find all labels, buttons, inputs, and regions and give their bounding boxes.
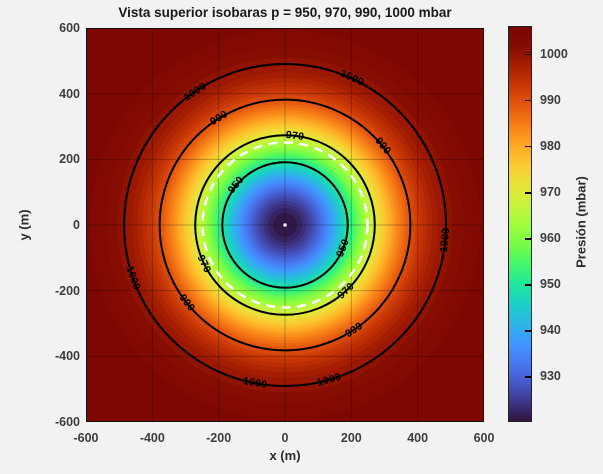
y-tick-label: -600	[54, 415, 80, 429]
colorbar	[508, 26, 532, 422]
dashed-reference-circle	[201, 141, 369, 309]
colorbar-tick-label: 980	[540, 138, 561, 153]
contour-labels-layer: 1000 1000 1000 1000 1000 1000 990 990 990 990 970 9…	[86, 28, 484, 422]
colorbar-label: Presión (mbar)	[573, 176, 589, 268]
contour-circle-970	[194, 134, 376, 316]
y-axis-label: y (m)	[16, 209, 32, 241]
isobar-label-970: 970	[194, 253, 214, 275]
contour-circle-990	[158, 98, 412, 352]
y-tick-label: 400	[59, 86, 80, 101]
isobar-label-950: 950	[334, 237, 353, 259]
x-tick-label: 400	[407, 431, 429, 445]
colorbar-tick-label: 930	[540, 368, 561, 383]
contour-circle-1000	[123, 63, 447, 387]
colorbar-tick-mark	[525, 284, 531, 286]
isobar-label-1000: 1000	[123, 264, 143, 292]
colorbar-tick-mark	[525, 99, 531, 102]
colorbar-gradient	[509, 27, 531, 421]
isobar-label-970: 970	[335, 279, 358, 302]
colorbar-tick-label: 970	[540, 184, 561, 199]
isobar-label-970: 970	[285, 128, 306, 143]
isobar-label-1000: 1000	[181, 79, 209, 104]
colorbar-tick-mark	[525, 330, 531, 332]
x-tick-label: 600	[473, 431, 495, 445]
contour-overlay	[86, 28, 484, 422]
x-tick-label: 200	[340, 431, 362, 445]
colorbar-tick-label: 960	[540, 230, 561, 245]
colorbar-tick-label: 1000	[540, 46, 568, 61]
isobar-label-950: 950	[225, 174, 247, 197]
colorbar-tick-mark	[525, 238, 531, 240]
x-tick-label: 0	[281, 431, 289, 445]
y-tick-label: 600	[59, 21, 80, 35]
colorbar-tick-mark	[525, 53, 531, 56]
colorbar-tick-mark	[525, 192, 531, 194]
colorbar-tick-label: 950	[540, 276, 561, 291]
colorbar-tick-mark	[525, 376, 531, 378]
colorbar-tick-label: 990	[540, 92, 561, 107]
y-tick-label: -200	[54, 283, 80, 298]
isobar-label-1000: 1000	[242, 375, 269, 392]
y-tick-label: -400	[54, 349, 80, 364]
isobar-label-990: 990	[342, 319, 365, 340]
isobar-label-990: 990	[372, 135, 394, 158]
colorbar-tick-label: 940	[540, 322, 561, 337]
plot-title: Vista superior isobaras p = 950, 970, 99…	[118, 5, 452, 20]
isobar-label-1000: 1000	[338, 67, 366, 90]
colorbar-tick-mark	[525, 145, 531, 148]
x-tick-label: -200	[206, 431, 232, 445]
isobar-label-990: 990	[176, 291, 197, 314]
y-tick-label: 0	[73, 218, 80, 232]
contour-circle-950	[221, 161, 349, 289]
y-tick-label: 200	[59, 152, 80, 167]
isobar-label-990: 990	[208, 108, 231, 129]
isobar-label-1000: 1000	[315, 370, 343, 390]
x-tick-label: -600	[73, 431, 99, 445]
plot-area: 1000 1000 1000 1000 1000 1000 990 990 990 990 970 9…	[86, 28, 484, 422]
isobar-label-1000: 1000	[438, 227, 453, 253]
x-axis-label: x (m)	[269, 448, 301, 463]
x-tick-label: -400	[139, 431, 165, 445]
center-marker	[283, 223, 287, 227]
